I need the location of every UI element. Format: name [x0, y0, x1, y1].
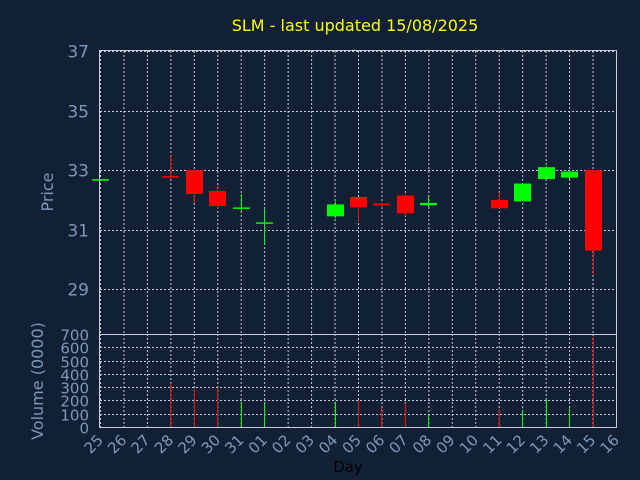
day-tick-label: 02 [268, 431, 294, 457]
day-tick-label: 26 [104, 431, 130, 457]
candle-body [514, 183, 531, 202]
candle-body [397, 195, 414, 214]
volume-tick-label: 500 [60, 354, 89, 372]
price-axis-label: Price [38, 172, 57, 211]
day-tick-label: 28 [151, 431, 177, 457]
candle-body [327, 204, 344, 217]
day-tick-label: 01 [245, 431, 271, 457]
day-tick-label: 27 [128, 431, 154, 457]
chart-title: SLM - last updated 15/08/2025 [232, 16, 479, 35]
candle-body [538, 167, 555, 180]
day-tick-label: 14 [550, 431, 576, 457]
candle-body [491, 199, 508, 209]
price-tick-label: 37 [67, 43, 89, 63]
price-panel-grid [100, 51, 617, 334]
price-tick-label: 31 [67, 222, 89, 242]
day-tick-label: 30 [198, 431, 224, 457]
candle-body [92, 179, 109, 181]
price-tick-label: 33 [67, 162, 89, 182]
candle-body [585, 170, 602, 251]
day-tick-label: 04 [315, 431, 341, 457]
candle-body [420, 202, 437, 206]
day-tick-label: 29 [174, 431, 200, 457]
day-tick-label: 08 [409, 431, 435, 457]
day-tick-label: 15 [573, 431, 599, 457]
candles [92, 155, 602, 275]
day-tick-label: 11 [479, 431, 505, 457]
candle-body [256, 222, 273, 224]
volume-tick-label: 300 [60, 380, 89, 398]
price-tick-label: 35 [67, 103, 89, 123]
volume-tick-label: 200 [60, 393, 89, 411]
volume-tick-label: 0 [79, 420, 89, 438]
volume-tick-label: 700 [60, 327, 89, 345]
volume-bars [170, 336, 594, 427]
candle-body [350, 196, 367, 208]
day-tick-label: 05 [339, 431, 365, 457]
candle-body [233, 207, 250, 209]
day-tick-label: 16 [597, 431, 623, 457]
day-tick-label: 06 [362, 431, 388, 457]
day-tick-label: 10 [456, 431, 482, 457]
candle-body [373, 203, 390, 206]
price-axis-ticks: 29 31 33 35 37 [67, 43, 89, 301]
day-tick-label: 07 [386, 431, 412, 457]
volume-tick-label: 600 [60, 340, 89, 358]
volume-axis-label: Volume (0000) [28, 322, 47, 440]
day-axis-label: Day [333, 458, 363, 476]
day-tick-label: 09 [432, 431, 458, 457]
candle-body [162, 176, 179, 178]
day-axis-ticks: 2526272829303101020304050607080910111213… [81, 431, 623, 457]
volume-tick-label: 100 [60, 407, 89, 425]
candle-body [561, 171, 578, 178]
volume-tick-label: 400 [60, 367, 89, 385]
day-tick-label: 12 [503, 431, 529, 457]
day-tick-label: 13 [526, 431, 552, 457]
candle-body [209, 191, 226, 206]
day-tick-label: 31 [221, 431, 247, 457]
day-tick-label: 03 [292, 431, 318, 457]
price-tick-label: 29 [67, 281, 89, 301]
candle-body [186, 170, 203, 194]
volume-panel-frame [99, 334, 617, 428]
